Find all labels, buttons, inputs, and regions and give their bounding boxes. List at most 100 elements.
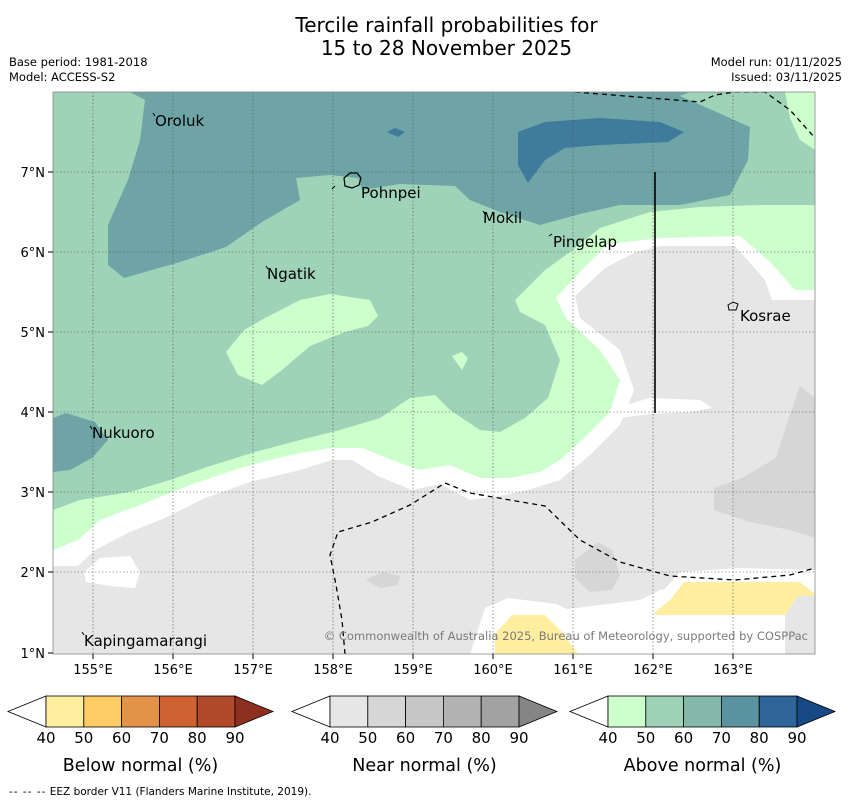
legend-near-arrow-low xyxy=(290,695,331,728)
meta-left: Base period: 1981-2018 Model: ACCESS-S2 xyxy=(9,55,148,85)
zone-near-50-south xyxy=(575,542,620,592)
lon-label-161: 161°E xyxy=(553,663,593,678)
legend-above-tick-50: 50 xyxy=(636,729,655,747)
map-title: Tercile rainfall probabilities for 15 to… xyxy=(0,14,850,60)
legend-below-arrow-low xyxy=(6,695,47,728)
kosrae-island xyxy=(727,301,739,311)
legend-above-swatch-4 xyxy=(758,695,798,728)
legend-below-tick-40: 40 xyxy=(36,729,55,747)
legend-below-normal: 40 50 60 70 80 90 Below normal (%) xyxy=(6,695,275,776)
legend-above-swatch-3 xyxy=(721,695,760,728)
eez-legend-text: EEZ border V11 (Flanders Marine Institut… xyxy=(49,786,312,798)
legend-below-tick-50: 50 xyxy=(74,729,93,747)
legend-above-tick-80: 80 xyxy=(750,729,769,747)
zone-white-patch-sw xyxy=(84,556,140,588)
footer-note: -- -- -- EEZ border V11 (Flanders Marine… xyxy=(9,786,311,798)
legend-above-arrow-low xyxy=(568,695,609,728)
legend-near-swatch-0 xyxy=(329,695,369,728)
issued-date: Issued: 03/11/2025 xyxy=(731,70,842,84)
zone-above-70-dot xyxy=(387,128,405,137)
lat-label-2: 2°N xyxy=(21,566,46,581)
title-line-2: 15 to 28 November 2025 xyxy=(320,36,573,60)
legend-above-arrow-high xyxy=(796,695,837,728)
lon-label-157: 157°E xyxy=(233,663,273,678)
lat-label-5: 5°N xyxy=(21,326,46,341)
place-oroluk: Oroluk xyxy=(155,112,204,130)
legend-below-swatch-2 xyxy=(121,695,160,728)
place-mokil: Mokil xyxy=(483,209,522,227)
legend-below-swatch-1 xyxy=(83,695,123,728)
legend-above-swatch-0 xyxy=(607,695,647,728)
legend-above-tick-60: 60 xyxy=(674,729,693,747)
zone-below-40-se xyxy=(655,582,815,615)
probability-map: © Commonwealth of Australia 2025, Bureau… xyxy=(53,92,815,654)
lon-label-155: 155°E xyxy=(73,663,113,678)
zone-above-60-west xyxy=(53,413,108,472)
lon-label-163: 163°E xyxy=(713,663,753,678)
lat-label-7: 7°N xyxy=(21,166,46,181)
place-kosrae: Kosrae xyxy=(740,307,791,325)
model-name: Model: ACCESS-S2 xyxy=(9,70,116,84)
legend-above-normal: 40 50 60 70 80 90 Above normal (%) xyxy=(568,695,837,776)
legend-above-tick-70: 70 xyxy=(712,729,731,747)
legend-near-tick-90: 90 xyxy=(509,729,528,747)
zone-neutral-white-2 xyxy=(608,398,712,418)
lat-label-3: 3°N xyxy=(21,486,46,501)
place-kapingamarangi: Kapingamarangi xyxy=(84,632,207,650)
zone-above-70 xyxy=(518,118,684,183)
legend-near-tick-40: 40 xyxy=(320,729,339,747)
zone-near-50-small xyxy=(366,572,400,588)
lat-label-1: 1°N xyxy=(21,647,46,662)
legend-near-title: Near normal (%) xyxy=(352,756,497,776)
legend-below-arrow-high xyxy=(234,695,275,728)
map-copyright: © Commonwealth of Australia 2025, Bureau… xyxy=(324,629,808,643)
legend-below-tick-90: 90 xyxy=(225,729,244,747)
legend-near-tick-50: 50 xyxy=(358,729,377,747)
legend-near-tick-70: 70 xyxy=(434,729,453,747)
legend-near-tick-60: 60 xyxy=(396,729,415,747)
lon-label-158: 158°E xyxy=(313,663,353,678)
place-nukuoro: Nukuoro xyxy=(92,424,155,442)
legend-below-swatch-3 xyxy=(158,695,198,728)
legend-near-swatch-1 xyxy=(367,695,406,728)
title-line-1: Tercile rainfall probabilities for xyxy=(295,13,598,37)
lon-label-156: 156°E xyxy=(153,663,193,678)
atoll-markers xyxy=(81,112,553,636)
lat-label-6: 6°N xyxy=(21,246,46,261)
place-pingelap: Pingelap xyxy=(553,233,617,251)
zone-grey-se-fill xyxy=(785,596,815,654)
legend-near-normal: 40 50 60 70 80 90 Near normal (%) xyxy=(290,695,559,776)
lon-label-162: 162°E xyxy=(633,663,673,678)
meta-right: Model run: 01/11/2025 Issued: 03/11/2025 xyxy=(711,55,842,85)
place-ngatik: Ngatik xyxy=(267,265,316,283)
legend-above-tick-90: 90 xyxy=(787,729,806,747)
legend-above-tick-40: 40 xyxy=(598,729,617,747)
map-frame xyxy=(52,91,816,655)
legend-near-arrow-high xyxy=(518,695,559,728)
legend-below-swatch-4 xyxy=(196,695,236,728)
legend-below-tick-70: 70 xyxy=(150,729,169,747)
legend-near-swatch-4 xyxy=(480,695,520,728)
eez-legend-dashes: -- -- -- xyxy=(9,786,47,798)
zone-above-40-dot xyxy=(452,352,468,370)
legend-above-title: Above normal (%) xyxy=(624,756,782,776)
legend-below-swatch-0 xyxy=(45,695,85,728)
lat-label-4: 4°N xyxy=(21,406,46,421)
legend-above-swatch-1 xyxy=(645,695,684,728)
place-pohnpei: Pohnpei xyxy=(361,184,421,202)
lon-label-159: 159°E xyxy=(393,663,433,678)
graticule xyxy=(53,92,815,654)
lon-label-160: 160°E xyxy=(473,663,513,678)
legend-above-swatch-2 xyxy=(683,695,722,728)
eez-border xyxy=(329,92,815,654)
base-period: Base period: 1981-2018 xyxy=(9,55,148,69)
legend-below-tick-80: 80 xyxy=(188,729,207,747)
zone-near-50-east xyxy=(714,386,815,538)
zone-near-40 xyxy=(53,246,815,654)
legend-near-swatch-2 xyxy=(405,695,444,728)
zone-below-40-s xyxy=(495,615,578,654)
model-run: Model run: 01/11/2025 xyxy=(710,55,842,69)
zone-above-40-patch xyxy=(226,294,378,385)
legend-near-tick-80: 80 xyxy=(472,729,491,747)
